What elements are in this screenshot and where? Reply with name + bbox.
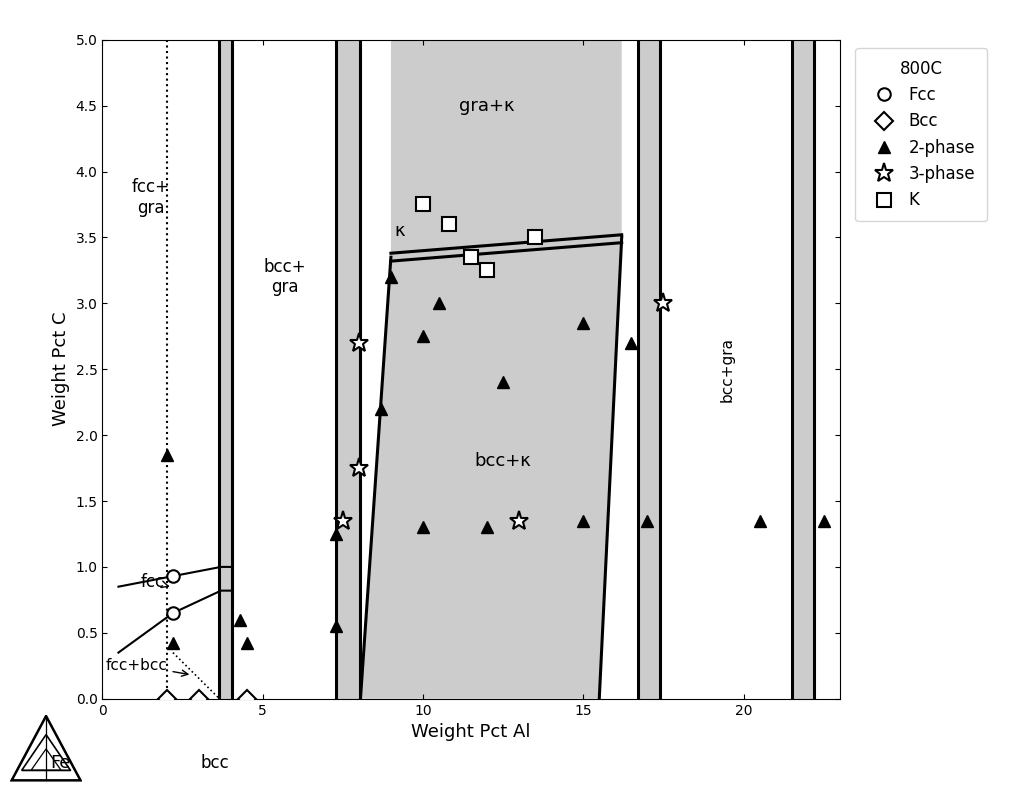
Legend: Fcc, Bcc, 2-phase, 3-phase, K: Fcc, Bcc, 2-phase, 3-phase, K [855, 48, 987, 221]
Polygon shape [360, 40, 622, 699]
Polygon shape [219, 40, 232, 699]
Text: bcc+gra: bcc+gra [720, 337, 735, 402]
Polygon shape [638, 40, 660, 699]
Text: fcc+bcc: fcc+bcc [105, 657, 187, 676]
Text: gra+κ: gra+κ [459, 97, 515, 114]
Text: Fe: Fe [50, 754, 71, 772]
Y-axis label: Weight Pct C: Weight Pct C [52, 312, 70, 426]
Text: κ: κ [394, 222, 404, 240]
X-axis label: Weight Pct Al: Weight Pct Al [412, 723, 530, 741]
Polygon shape [337, 40, 360, 699]
Text: bcc+
gra: bcc+ gra [264, 257, 306, 296]
Polygon shape [792, 40, 814, 699]
Text: fcc+
gra: fcc+ gra [131, 179, 170, 218]
Text: bcc+κ: bcc+κ [475, 453, 531, 471]
Text: fcc: fcc [141, 572, 168, 591]
Text: bcc: bcc [201, 754, 229, 772]
